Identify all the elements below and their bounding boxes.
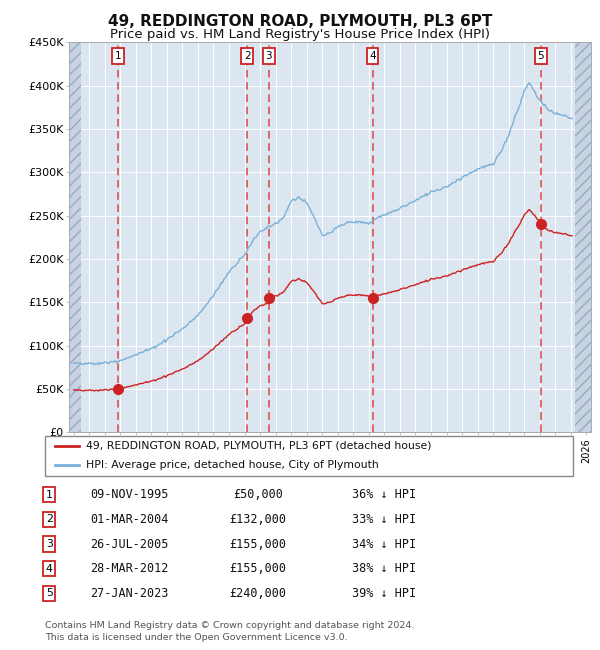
Text: Contains HM Land Registry data © Crown copyright and database right 2024.
This d: Contains HM Land Registry data © Crown c… — [45, 621, 415, 642]
Bar — [575, 42, 591, 432]
Text: £155,000: £155,000 — [229, 538, 287, 551]
Text: £132,000: £132,000 — [229, 513, 287, 526]
Bar — [69, 42, 82, 432]
Text: 49, REDDINGTON ROAD, PLYMOUTH, PL3 6PT: 49, REDDINGTON ROAD, PLYMOUTH, PL3 6PT — [108, 14, 492, 29]
Text: 4: 4 — [369, 51, 376, 61]
Text: 27-JAN-2023: 27-JAN-2023 — [90, 587, 168, 600]
Text: 39% ↓ HPI: 39% ↓ HPI — [352, 587, 416, 600]
Text: Price paid vs. HM Land Registry's House Price Index (HPI): Price paid vs. HM Land Registry's House … — [110, 28, 490, 41]
Text: 49, REDDINGTON ROAD, PLYMOUTH, PL3 6PT (detached house): 49, REDDINGTON ROAD, PLYMOUTH, PL3 6PT (… — [86, 441, 431, 451]
Text: HPI: Average price, detached house, City of Plymouth: HPI: Average price, detached house, City… — [86, 460, 379, 471]
Text: 4: 4 — [46, 564, 53, 574]
Text: 28-MAR-2012: 28-MAR-2012 — [90, 562, 168, 575]
Text: 26-JUL-2005: 26-JUL-2005 — [90, 538, 168, 551]
Text: 5: 5 — [538, 51, 544, 61]
Text: 01-MAR-2004: 01-MAR-2004 — [90, 513, 168, 526]
Text: 3: 3 — [46, 539, 53, 549]
Text: 38% ↓ HPI: 38% ↓ HPI — [352, 562, 416, 575]
Text: 5: 5 — [46, 588, 53, 599]
Text: £50,000: £50,000 — [233, 488, 283, 501]
Bar — [575, 42, 591, 432]
Text: 09-NOV-1995: 09-NOV-1995 — [90, 488, 168, 501]
Text: 1: 1 — [115, 51, 121, 61]
Text: 1: 1 — [46, 489, 53, 500]
Text: £240,000: £240,000 — [229, 587, 287, 600]
Text: 2: 2 — [244, 51, 251, 61]
Bar — [69, 42, 82, 432]
Text: 2: 2 — [46, 514, 53, 525]
Text: 36% ↓ HPI: 36% ↓ HPI — [352, 488, 416, 501]
Text: £155,000: £155,000 — [229, 562, 287, 575]
Text: 34% ↓ HPI: 34% ↓ HPI — [352, 538, 416, 551]
Text: 3: 3 — [266, 51, 272, 61]
Text: 33% ↓ HPI: 33% ↓ HPI — [352, 513, 416, 526]
